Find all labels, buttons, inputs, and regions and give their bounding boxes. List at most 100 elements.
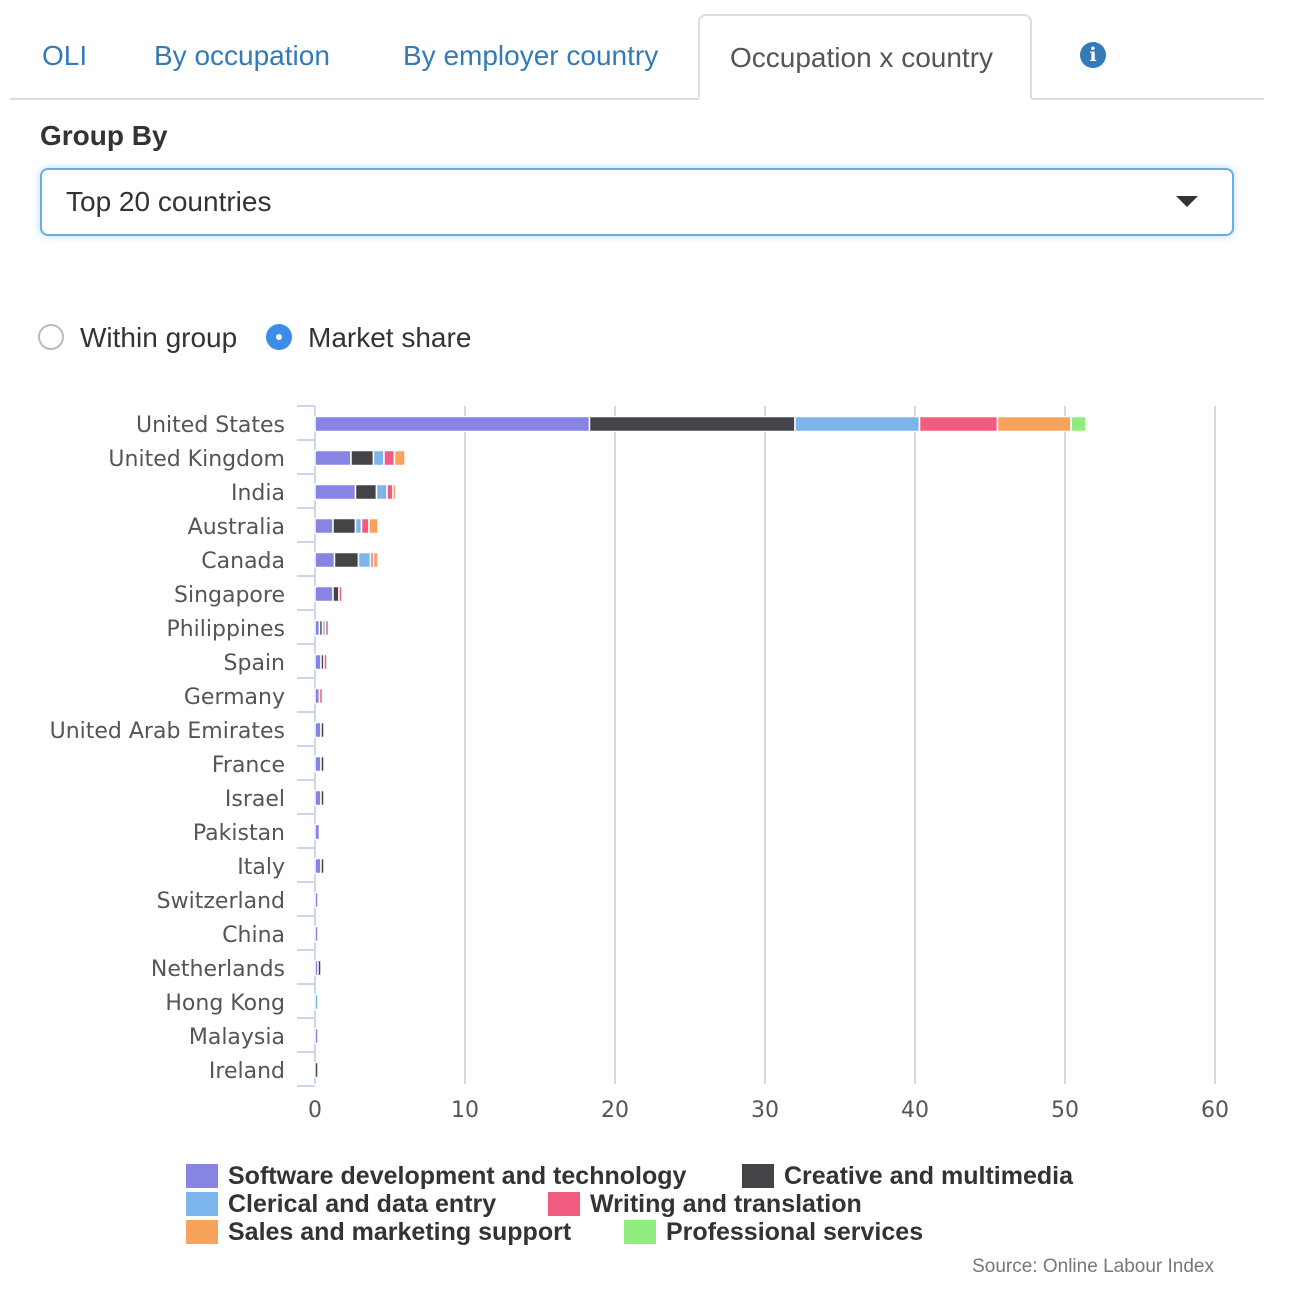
legend-label: Creative and multimedia	[784, 1162, 1073, 1190]
bar-segment	[324, 619, 330, 637]
category-label: United States	[136, 413, 285, 438]
bar-segment	[314, 653, 322, 671]
x-tick-label: 10	[451, 1098, 479, 1120]
bar-segment	[314, 551, 336, 569]
tab-oli[interactable]: OLI	[42, 40, 88, 71]
category-label: France	[212, 753, 285, 778]
bar-segment	[314, 789, 322, 807]
bar-segment	[320, 789, 325, 807]
group-by-label: Group By	[40, 120, 168, 151]
legend-swatch	[548, 1192, 580, 1216]
category-label: India	[231, 481, 285, 506]
legend-swatch	[624, 1220, 656, 1244]
category-label: United Arab Emirates	[50, 719, 285, 744]
x-tick-label: 30	[751, 1098, 779, 1120]
bar-segment	[314, 585, 334, 603]
x-tick-label: 50	[1051, 1098, 1079, 1120]
category-label: Germany	[184, 685, 285, 710]
bar-segment	[372, 551, 379, 569]
bar-segment	[314, 993, 319, 1011]
category-label: Spain	[224, 651, 285, 676]
legend-label: Software development and technology	[228, 1162, 687, 1190]
chart-source: Source: Online Labour Index	[972, 1256, 1214, 1277]
bar-segment	[368, 517, 379, 535]
category-label: Singapore	[174, 583, 285, 608]
legend-swatch	[186, 1164, 218, 1188]
category-label: Ireland	[209, 1059, 285, 1084]
bar-segment	[372, 449, 385, 467]
category-label: Netherlands	[151, 957, 285, 982]
category-label: Italy	[237, 855, 285, 880]
category-label: Malaysia	[189, 1025, 285, 1050]
group-by-selected-value: Top 20 countries	[66, 186, 272, 217]
radio-within-group-label: Within group	[80, 322, 238, 353]
bar-segment	[314, 483, 357, 501]
tab-by-occupation[interactable]: By occupation	[154, 40, 330, 71]
legend-label: Sales and marketing support	[228, 1218, 572, 1246]
bar-segment	[317, 959, 322, 977]
radio-unchecked-icon	[38, 324, 64, 350]
bar-segment	[323, 653, 328, 671]
bar-segment	[314, 823, 321, 841]
legend-label: Professional services	[666, 1218, 924, 1246]
bar-segment	[332, 517, 357, 535]
x-tick-label: 60	[1201, 1098, 1229, 1120]
bar-segment	[314, 449, 352, 467]
radio-checked-icon	[266, 324, 292, 350]
legend-label: Writing and translation	[590, 1190, 862, 1218]
legend-swatch	[742, 1164, 774, 1188]
bar-segment	[320, 755, 325, 773]
group-by-select[interactable]: Top 20 countries	[40, 168, 1234, 236]
tab-by-employer-country[interactable]: By employer country	[403, 40, 659, 71]
bar-segment	[318, 687, 324, 705]
category-label: Hong Kong	[165, 991, 285, 1016]
info-icon[interactable]: i	[1080, 42, 1106, 68]
bar-segment	[918, 415, 999, 433]
bar-segment	[794, 415, 921, 433]
bar-segment	[1070, 415, 1087, 433]
bar-segment	[375, 483, 388, 501]
category-label: Israel	[225, 787, 285, 812]
tab-occupation-x-country[interactable]: Occupation x country	[698, 14, 1032, 100]
bar-segment	[320, 721, 325, 739]
legend-swatch	[186, 1220, 218, 1244]
bar-segment	[360, 517, 370, 535]
bar-segment	[314, 755, 322, 773]
chevron-down-icon	[1176, 196, 1198, 207]
category-label: Switzerland	[157, 889, 285, 914]
bar-segment	[392, 483, 397, 501]
stacked-bar-chart: United States United Kingdom India Australi…	[50, 405, 1229, 1120]
tab-bar: OLI By occupation By employer country Oc…	[10, 14, 1264, 100]
bar-segment	[314, 517, 334, 535]
bar-segment	[393, 449, 406, 467]
bar-segment	[354, 517, 363, 535]
bar-segment	[338, 585, 343, 603]
category-label: Australia	[188, 515, 285, 540]
bar-segment	[314, 857, 322, 875]
bar-segment	[354, 483, 378, 501]
category-label: United Kingdom	[108, 447, 285, 472]
bar-segment	[588, 415, 796, 433]
radio-market-share-label: Market share	[308, 322, 472, 353]
bar-segment	[314, 721, 322, 739]
bar-segment	[320, 857, 325, 875]
x-tick-label: 20	[601, 1098, 629, 1120]
bar-segment	[383, 449, 396, 467]
legend-label: Clerical and data entry	[228, 1190, 497, 1218]
category-label: Canada	[201, 549, 285, 574]
bar-segment	[314, 925, 319, 943]
bar-segment	[314, 891, 319, 909]
bar-segment	[350, 449, 375, 467]
category-label: China	[222, 923, 285, 948]
bar-segment	[996, 415, 1072, 433]
bar-segment	[357, 551, 372, 569]
bar-segment	[314, 1027, 319, 1045]
category-label: Pakistan	[193, 821, 285, 846]
x-tick-label: 40	[901, 1098, 929, 1120]
bar-segment	[333, 551, 360, 569]
x-tick-label: 0	[308, 1098, 322, 1120]
bar-segment	[314, 1061, 319, 1079]
bar-segment	[386, 483, 394, 501]
category-label: Philippines	[166, 617, 285, 642]
bar-segment	[332, 585, 340, 603]
